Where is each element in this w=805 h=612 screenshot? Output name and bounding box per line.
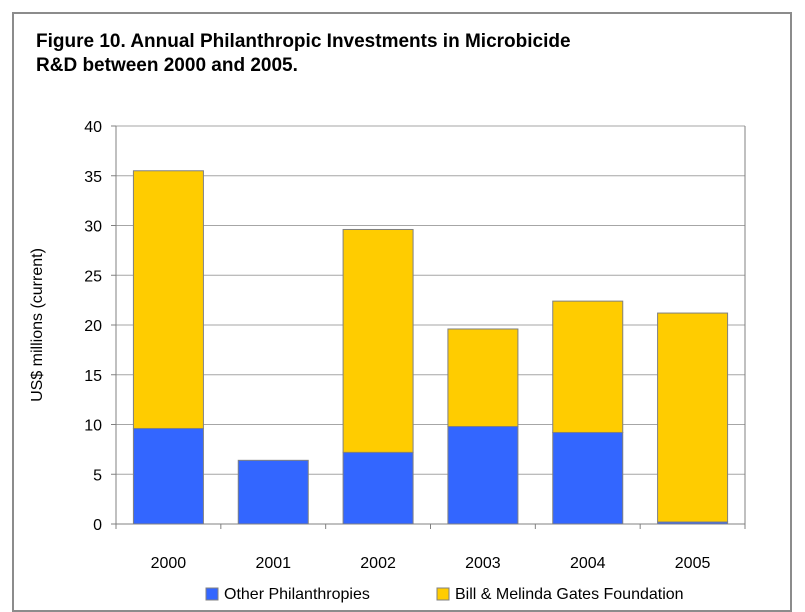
legend-label-1: Bill & Melinda Gates Foundation — [455, 586, 684, 603]
legend-swatch-0 — [205, 587, 219, 601]
bar-2005-series-1 — [657, 312, 729, 523]
bar-2004-series-1 — [552, 300, 624, 433]
bar-2000-series-0 — [132, 427, 204, 525]
legend-swatch-1 — [436, 587, 450, 601]
x-tick-label-2005: 2005 — [675, 555, 711, 572]
x-tick-label-2001: 2001 — [255, 555, 291, 572]
x-tick-label-2000: 2000 — [151, 555, 187, 572]
bar-2003-series-0 — [447, 425, 519, 525]
y-tick-label-1: 5 — [93, 467, 102, 484]
x-tick-label-2002: 2002 — [360, 555, 396, 572]
y-tick-label-8: 40 — [84, 119, 102, 136]
bar-2004-series-0 — [552, 431, 624, 525]
bar-2002-series-0 — [342, 451, 414, 525]
y-tick-label-7: 35 — [84, 169, 102, 186]
y-tick-label-4: 20 — [84, 318, 102, 335]
y-tick-label-6: 30 — [84, 219, 102, 236]
y-tick-labels: 0 5 10 15 20 25 30 35 40 — [84, 119, 102, 534]
y-axis-label: US$ millions (current) — [29, 248, 46, 402]
bar-2003-series-1 — [447, 328, 519, 427]
bar-2000-series-1 — [132, 170, 204, 429]
gridlines — [116, 125, 745, 475]
legend: Other Philanthropies Bill & Melinda Gates… — [205, 586, 684, 603]
x-tick-label-2003: 2003 — [465, 555, 501, 572]
bar-2001-series-0 — [237, 459, 309, 525]
bar-2002-series-1 — [342, 228, 414, 453]
chart-title: Figure 10. Annual Philanthropic Investme… — [36, 31, 571, 76]
y-tick-label-2: 10 — [84, 418, 102, 435]
axes — [111, 125, 746, 529]
y-tick-label-3: 15 — [84, 368, 102, 385]
bars — [132, 170, 729, 525]
legend-label-0: Other Philanthropies — [224, 586, 370, 603]
y-tick-label-0: 0 — [93, 517, 102, 534]
x-tick-labels: 2000 2001 2002 2003 2004 2005 — [151, 555, 711, 572]
y-tick-label-5: 25 — [84, 268, 102, 285]
x-tick-label-2004: 2004 — [570, 555, 606, 572]
